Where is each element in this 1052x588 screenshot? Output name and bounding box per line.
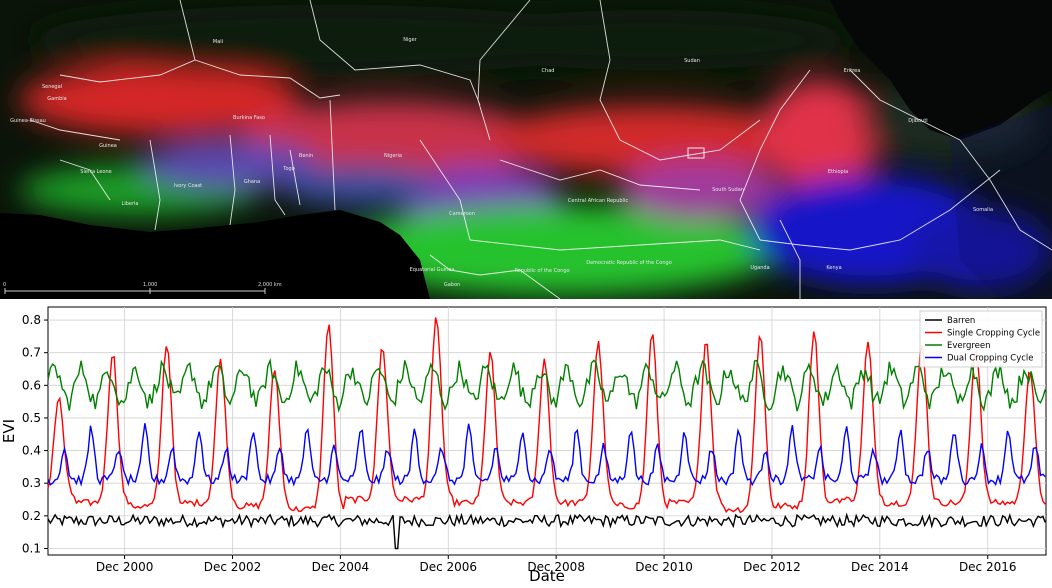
- legend-label: Evergreen: [947, 341, 991, 351]
- country-label: Republic of the Congo: [514, 268, 570, 274]
- legend-label: Barren: [947, 316, 975, 326]
- country-label: Central African Republic: [567, 198, 629, 204]
- map-canvas: [0, 0, 1052, 299]
- y-tick-label: 0.5: [22, 411, 41, 425]
- series-line-single-cropping-cycle: [47, 317, 1046, 514]
- y-tick-label: 0.3: [22, 476, 41, 490]
- country-label: Guinea: [99, 143, 117, 149]
- x-tick-label: Dec 2010: [635, 560, 693, 574]
- y-tick-label: 0.6: [22, 378, 41, 392]
- evi-line-chart: 0.1 0.2 0.3 0.4 0.5 0.6 0.7 0.8 Dec 2000 Dec 200…: [0, 306, 1047, 585]
- series-line-barren: [47, 512, 1046, 550]
- legend-label: Single Cropping Cycle: [947, 329, 1040, 339]
- chart-legend: Barren Single Cropping Cycle Evergreen Dual…: [919, 310, 1043, 368]
- land-cover-map: Mali Niger Chad Sudan Senegal Gambia Guinea-Bi…: [0, 0, 1052, 299]
- x-tick-label: Dec 2016: [959, 560, 1017, 574]
- vegetation-overlay: [20, 5, 1050, 295]
- country-label: Togo: [283, 166, 295, 172]
- country-label: Mali: [212, 39, 224, 45]
- country-label: Ivory Coast: [173, 183, 203, 189]
- x-tick-label: Dec 2012: [743, 560, 801, 574]
- y-tick-label: 0.2: [22, 509, 41, 523]
- country-label: Gabon: [443, 282, 461, 288]
- region-box: [687, 147, 705, 159]
- country-label: Eritrea: [843, 68, 861, 74]
- series-line-evergreen: [47, 357, 1046, 413]
- country-label: Ethiopia: [827, 169, 849, 175]
- plot-area: [47, 306, 1047, 556]
- country-label: Gambia: [47, 96, 67, 102]
- x-tick-label: Dec 2004: [312, 560, 370, 574]
- x-tick-label: Dec 2014: [851, 560, 909, 574]
- country-label: Djibouti: [908, 118, 928, 124]
- country-borders: [29, 0, 1052, 299]
- country-label: Benin: [298, 153, 314, 159]
- country-label: Kenya: [826, 265, 842, 271]
- legend-label: Dual Cropping Cycle: [947, 354, 1034, 364]
- country-label: Sierra Leone: [80, 169, 112, 175]
- country-label: Ghana: [243, 179, 261, 185]
- country-label: Niger: [403, 37, 417, 43]
- country-label: Senegal: [41, 84, 63, 90]
- y-axis-label: EVI: [0, 419, 18, 443]
- x-axis-label: Date: [529, 567, 565, 584]
- y-tick-label: 0.4: [22, 444, 41, 458]
- y-tick-label: 0.1: [22, 541, 41, 555]
- scale-label-2000: 2,000 km: [258, 282, 282, 288]
- country-label: Equatorial Guinea: [409, 267, 455, 273]
- country-label: Nigeria: [384, 153, 402, 159]
- x-tick-label: Dec 2000: [96, 560, 154, 574]
- country-label: Burkina Faso: [233, 115, 265, 121]
- x-tick-label: Dec 2006: [419, 560, 477, 574]
- country-label: Guinea-Bissau: [10, 118, 46, 124]
- country-label: Chad: [541, 68, 555, 74]
- country-label: South Sudan: [712, 187, 744, 193]
- country-label: Uganda: [750, 265, 770, 271]
- x-tick-label: Dec 2008: [527, 560, 585, 574]
- atlantic-ocean: [0, 210, 430, 299]
- x-tick-label: Dec 2002: [204, 560, 262, 574]
- country-label: Sudan: [684, 58, 700, 64]
- red-sea-region: [830, 0, 1052, 140]
- country-label: Liberia: [121, 201, 139, 207]
- scale-label-1000: 1,000: [143, 282, 158, 288]
- country-label: Democratic Republic of the Congo: [586, 260, 672, 266]
- y-tick-label: 0.7: [22, 346, 41, 360]
- series-line-dual-cropping-cycle: [47, 423, 1046, 487]
- horn-shading: [950, 105, 1052, 299]
- y-tick-label: 0.8: [22, 313, 41, 327]
- country-label: Somalia: [972, 207, 994, 213]
- country-label: Cameroon: [449, 211, 475, 217]
- evi-chart: 0.1 0.2 0.3 0.4 0.5 0.6 0.7 0.8 Dec 2000 Dec 200…: [0, 299, 1052, 585]
- scale-label-0: 0: [3, 282, 7, 288]
